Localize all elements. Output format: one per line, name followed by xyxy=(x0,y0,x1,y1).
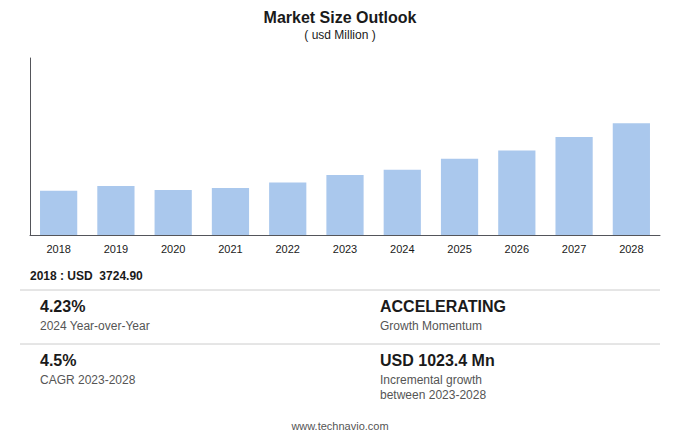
svg-text:Growth Momentum: Growth Momentum xyxy=(380,319,482,333)
svg-text:2025: 2025 xyxy=(447,243,471,255)
svg-text:4.5%: 4.5% xyxy=(40,352,76,369)
svg-text:www.technavio.com: www.technavio.com xyxy=(290,420,388,432)
svg-text:2018 : USD 3724.90: 2018 : USD 3724.90 xyxy=(30,269,143,283)
svg-text:Market Size Outlook: Market Size Outlook xyxy=(264,9,417,26)
svg-text:USD 1023.4 Mn: USD 1023.4 Mn xyxy=(380,352,495,369)
svg-text:( usd Million ): ( usd Million ) xyxy=(304,28,375,42)
svg-text:2027: 2027 xyxy=(562,243,586,255)
svg-text:4.23%: 4.23% xyxy=(40,298,85,315)
svg-text:CAGR 2023-2028: CAGR 2023-2028 xyxy=(40,373,136,387)
svg-text:between 2023-2028: between 2023-2028 xyxy=(380,388,486,402)
svg-text:2024: 2024 xyxy=(390,243,414,255)
svg-text:ACCELERATING: ACCELERATING xyxy=(380,298,506,315)
svg-text:2019: 2019 xyxy=(104,243,128,255)
svg-text:2028: 2028 xyxy=(619,243,643,255)
svg-text:2024 Year-over-Year: 2024 Year-over-Year xyxy=(40,319,150,333)
svg-text:2021: 2021 xyxy=(218,243,242,255)
svg-text:2023: 2023 xyxy=(333,243,357,255)
svg-text:2026: 2026 xyxy=(505,243,529,255)
svg-text:Incremental growth: Incremental growth xyxy=(380,373,482,387)
svg-text:2020: 2020 xyxy=(161,243,185,255)
svg-text:2022: 2022 xyxy=(275,243,299,255)
svg-text:2018: 2018 xyxy=(46,243,70,255)
